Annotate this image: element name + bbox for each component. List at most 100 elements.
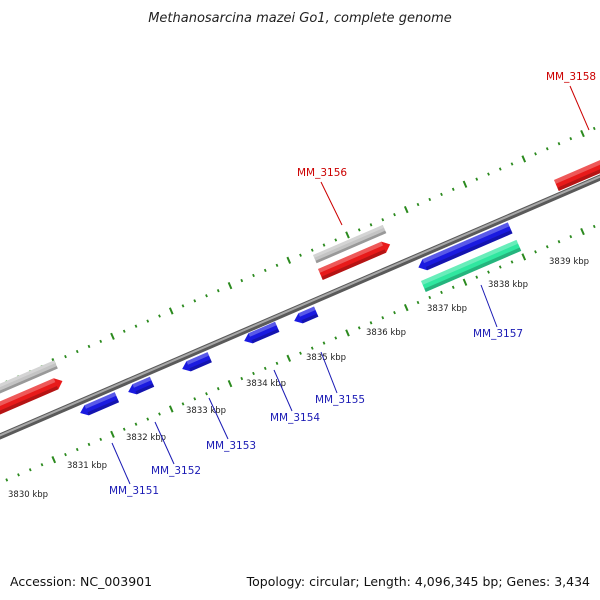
gene-label-text: MM_3154 xyxy=(270,412,320,424)
tick-mark xyxy=(275,263,279,267)
tick-mark xyxy=(40,463,44,467)
tick-mark xyxy=(122,329,126,333)
tick-mark xyxy=(227,282,233,290)
tick-mark xyxy=(193,299,197,303)
feature-mm3151 xyxy=(80,392,120,416)
tick-label: 3838 kbp xyxy=(488,280,528,290)
tick-mark xyxy=(416,300,420,305)
feature-mm3155 xyxy=(294,306,319,324)
tick-mark xyxy=(334,336,338,340)
genome-backbone xyxy=(0,174,600,440)
lower-tick-row xyxy=(5,224,596,482)
tick-mark xyxy=(146,417,150,421)
tick-mark xyxy=(403,205,409,214)
tick-mark xyxy=(393,311,396,315)
leader-line xyxy=(480,284,498,328)
tick-mark xyxy=(5,478,9,482)
tick-mark xyxy=(557,240,561,244)
tick-label: 3830 kbp xyxy=(8,490,48,500)
tick-mark xyxy=(193,397,197,401)
tick-mark xyxy=(416,202,420,207)
feature-mm3157-cds xyxy=(421,239,522,293)
tick-mark xyxy=(205,392,208,396)
tick-mark xyxy=(462,180,468,188)
tick-mark xyxy=(580,227,585,236)
tick-mark xyxy=(252,371,255,376)
tick-mark xyxy=(451,187,455,191)
gene-label-mm-3152[interactable]: MM_3152 xyxy=(151,421,201,477)
leader-line xyxy=(569,85,590,131)
tick-mark xyxy=(381,316,385,320)
tick-mark xyxy=(240,376,244,381)
gene-label-mm-3155[interactable]: MM_3155 xyxy=(315,351,365,406)
tick-mark xyxy=(227,380,233,388)
tick-mark xyxy=(545,147,549,151)
gene-label-text: MM_3156 xyxy=(297,167,347,179)
tick-mark xyxy=(322,341,326,345)
leader-line xyxy=(111,442,131,485)
tick-mark xyxy=(99,339,103,344)
tick-mark xyxy=(521,253,527,261)
tick-mark xyxy=(428,295,432,300)
feature-gray-mm3156 xyxy=(313,224,387,264)
tick-mark xyxy=(168,307,174,315)
tick-labels: 3830 kbp 3831 kbp 3832 kbp 3833 kbp 3834 kbp… xyxy=(8,257,589,500)
tick-mark xyxy=(462,278,468,286)
tick-mark xyxy=(545,245,549,249)
tick-mark xyxy=(216,387,220,391)
tick-mark xyxy=(357,326,361,330)
tick-mark xyxy=(158,314,161,318)
feature-red-left xyxy=(0,378,63,415)
tick-label: 3837 kbp xyxy=(427,304,467,314)
tick-mark xyxy=(487,172,490,176)
tick-mark xyxy=(134,324,138,328)
tick-mark xyxy=(403,303,409,312)
tick-label: 3834 kbp xyxy=(246,379,286,389)
gene-label-text: MM_3152 xyxy=(151,465,201,477)
gene-label-mm-3156[interactable]: MM_3156 xyxy=(297,167,347,226)
tick-mark xyxy=(205,294,208,298)
tick-mark xyxy=(357,228,361,232)
accession-text: Accession: NC_003901 xyxy=(10,574,152,589)
gene-label-mm-3153[interactable]: MM_3153 xyxy=(206,397,256,452)
tick-mark xyxy=(334,238,338,242)
tick-mark xyxy=(252,273,255,278)
gene-label-mm-3151[interactable]: MM_3151 xyxy=(109,442,159,497)
tick-mark xyxy=(75,349,79,354)
tick-mark xyxy=(263,366,267,371)
tick-mark xyxy=(99,437,103,442)
tick-mark xyxy=(381,218,385,222)
tick-mark xyxy=(286,256,292,264)
upper-tick-row xyxy=(5,126,596,384)
tick-mark xyxy=(275,361,279,365)
gene-label-mm-3157[interactable]: MM_3157 xyxy=(473,284,523,340)
tick-mark xyxy=(110,332,115,340)
feature-red-mm3156 xyxy=(318,241,391,281)
tick-mark xyxy=(122,427,126,431)
tick-mark xyxy=(181,402,185,406)
tick-rows xyxy=(5,126,596,482)
tick-label: 3839 kbp xyxy=(549,257,589,267)
tick-mark xyxy=(168,405,174,413)
tick-mark xyxy=(310,248,314,252)
tick-label: 3835 kbp xyxy=(306,353,346,363)
tick-mark xyxy=(369,223,373,227)
tick-mark xyxy=(64,452,67,457)
tick-mark xyxy=(369,321,373,325)
tick-mark xyxy=(28,468,32,472)
gene-label-mm-3154[interactable]: MM_3154 xyxy=(270,369,320,424)
gene-label-mm-3158[interactable]: MM_3158 xyxy=(546,71,596,131)
tick-mark xyxy=(440,290,443,295)
tick-label: 3832 kbp xyxy=(126,433,166,443)
tick-mark xyxy=(498,167,502,171)
tick-mark xyxy=(286,354,292,362)
tick-mark xyxy=(51,456,57,464)
tick-mark xyxy=(534,152,537,156)
tick-mark xyxy=(487,270,490,274)
gene-features xyxy=(0,160,600,416)
tick-mark xyxy=(534,250,537,254)
leader-line xyxy=(273,369,293,412)
tick-mark xyxy=(569,136,573,141)
tick-label: 3836 kbp xyxy=(366,328,406,338)
